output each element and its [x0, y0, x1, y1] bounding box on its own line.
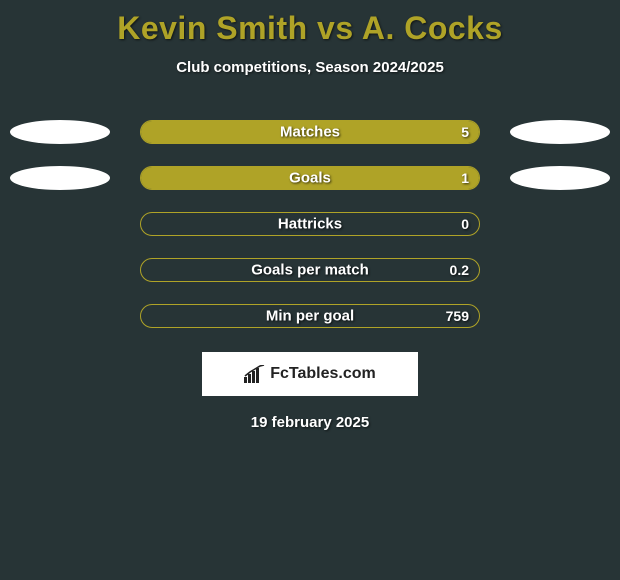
player-b: A. Cocks — [362, 10, 503, 46]
brand-badge: FcTables.com — [202, 352, 418, 396]
stat-label: Hattricks — [278, 216, 342, 233]
stat-row: Matches 5 — [0, 120, 620, 144]
stat-label: Min per goal — [266, 308, 354, 325]
stat-value: 5 — [461, 124, 469, 140]
stat-value: 759 — [446, 308, 469, 324]
stat-bar: Goals per match 0.2 — [140, 258, 480, 282]
page-title: Kevin Smith vs A. Cocks — [0, 0, 620, 47]
stat-rows: Matches 5 Goals 1 Hattricks 0 Goals per match 0… — [0, 120, 620, 328]
stat-value: 0.2 — [450, 262, 469, 278]
stat-row: Goals per match 0.2 — [0, 258, 620, 282]
stat-value: 0 — [461, 216, 469, 232]
stat-label: Goals — [289, 170, 331, 187]
subtitle: Club competitions, Season 2024/2025 — [0, 59, 620, 76]
stat-label: Matches — [280, 124, 340, 141]
left-ellipse — [10, 166, 110, 190]
date-text: 19 february 2025 — [0, 414, 620, 431]
stat-bar: Matches 5 — [140, 120, 480, 144]
stat-row: Goals 1 — [0, 166, 620, 190]
right-ellipse — [510, 120, 610, 144]
stat-row: Min per goal 759 — [0, 304, 620, 328]
stat-bar: Min per goal 759 — [140, 304, 480, 328]
brand-chart-icon — [244, 365, 266, 383]
player-a: Kevin Smith — [117, 10, 307, 46]
right-ellipse — [510, 166, 610, 190]
stat-row: Hattricks 0 — [0, 212, 620, 236]
stat-label: Goals per match — [251, 262, 369, 279]
stat-value: 1 — [461, 170, 469, 186]
vs-separator: vs — [317, 10, 354, 46]
stat-bar: Goals 1 — [140, 166, 480, 190]
brand-text: FcTables.com — [270, 365, 376, 383]
stat-bar: Hattricks 0 — [140, 212, 480, 236]
left-ellipse — [10, 120, 110, 144]
